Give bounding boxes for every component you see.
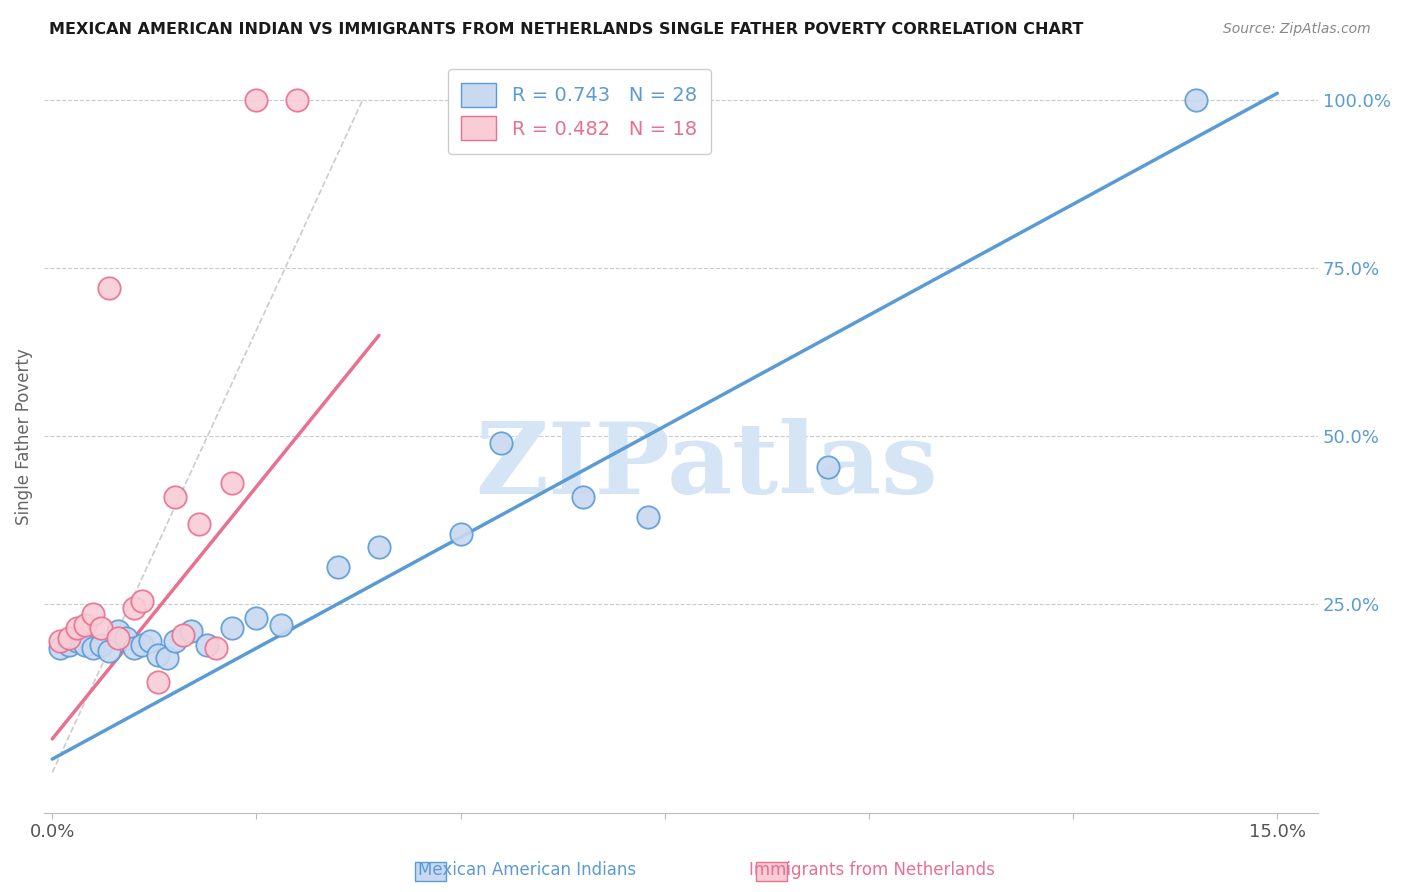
Point [49,634,72,648]
Point [122,600,145,615]
Point [58,638,80,652]
Point [245,611,267,625]
Point [1184,93,1206,107]
Point [58,631,80,645]
Point [90,621,112,635]
Point [139,634,162,648]
Point [131,638,153,652]
Point [817,459,839,474]
Point [98,281,121,295]
Point [450,526,472,541]
Point [188,516,211,531]
Point [90,638,112,652]
Point [245,93,267,107]
Point [98,644,121,658]
Point [131,594,153,608]
Point [572,490,595,504]
Point [82,641,104,656]
Point [148,674,170,689]
Point [66,634,89,648]
Point [163,634,186,648]
Point [221,476,243,491]
Y-axis label: Single Father Poverty: Single Father Poverty [15,348,32,524]
Point [180,624,202,639]
Point [122,641,145,656]
Point [114,631,136,645]
Point [197,638,219,652]
Text: Mexican American Indians: Mexican American Indians [418,861,637,879]
Point [270,617,292,632]
Point [285,93,308,107]
Text: Immigrants from Netherlands: Immigrants from Netherlands [749,861,994,879]
Point [326,560,349,574]
Point [66,621,89,635]
Legend: R = 0.743   N = 28, R = 0.482   N = 18: R = 0.743 N = 28, R = 0.482 N = 18 [447,70,710,153]
Point [172,628,194,642]
Point [73,638,96,652]
Point [368,540,391,554]
Point [637,510,659,524]
Point [204,641,226,656]
Point [107,624,129,639]
Point [156,651,179,665]
Point [49,641,72,656]
Text: ZIPatlas: ZIPatlas [475,417,938,515]
Point [73,617,96,632]
Point [82,607,104,622]
Point [107,631,129,645]
Text: MEXICAN AMERICAN INDIAN VS IMMIGRANTS FROM NETHERLANDS SINGLE FATHER POVERTY COR: MEXICAN AMERICAN INDIAN VS IMMIGRANTS FR… [49,22,1084,37]
Point [148,648,170,662]
Text: Source: ZipAtlas.com: Source: ZipAtlas.com [1223,22,1371,37]
Point [163,490,186,504]
Point [221,621,243,635]
Point [491,436,513,450]
